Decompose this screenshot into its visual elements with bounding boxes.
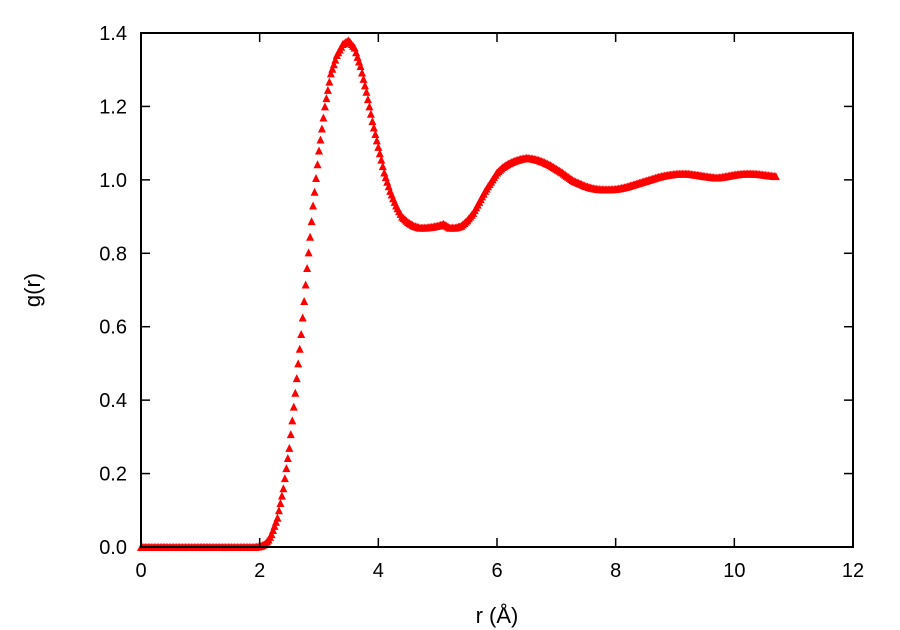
y-tick-label: 1.2 bbox=[99, 96, 127, 118]
data-point bbox=[286, 430, 295, 439]
data-point bbox=[316, 135, 325, 144]
x-tick-label: 10 bbox=[723, 560, 745, 582]
data-point bbox=[378, 162, 387, 171]
data-point bbox=[356, 62, 365, 71]
data-point bbox=[358, 68, 367, 77]
data-point bbox=[326, 69, 335, 78]
data-point bbox=[297, 330, 306, 339]
data-point bbox=[282, 464, 291, 473]
data-point bbox=[371, 129, 380, 138]
data-point bbox=[280, 474, 289, 483]
x-tick-label: 0 bbox=[135, 560, 146, 582]
data-point bbox=[291, 388, 300, 397]
y-tick-label: 1.4 bbox=[99, 23, 127, 45]
data-point bbox=[372, 136, 381, 145]
data-point bbox=[303, 263, 312, 272]
x-axis: 0 2 4 6 8 10 12 bbox=[135, 33, 864, 582]
y-axis-title: g(r) bbox=[20, 273, 45, 307]
y-tick-label: 1.0 bbox=[99, 170, 127, 192]
data-point bbox=[368, 117, 377, 126]
data-point bbox=[306, 232, 315, 241]
y-tick-label: 0.2 bbox=[99, 464, 127, 486]
data-point bbox=[307, 217, 316, 226]
data-point bbox=[328, 64, 337, 73]
data-point bbox=[319, 113, 328, 122]
x-tick-label: 8 bbox=[610, 560, 621, 582]
y-tick-label: 0.8 bbox=[99, 243, 127, 265]
data-point bbox=[283, 453, 292, 462]
y-tick-label: 0.4 bbox=[99, 390, 127, 412]
data-point bbox=[279, 484, 288, 493]
data-point bbox=[301, 280, 310, 289]
data-point bbox=[289, 402, 298, 411]
data-point bbox=[315, 146, 323, 155]
data-point bbox=[298, 313, 307, 322]
data-point bbox=[310, 187, 319, 196]
data-point bbox=[288, 416, 297, 425]
data-point bbox=[363, 95, 372, 104]
data-point bbox=[294, 359, 303, 368]
data-point bbox=[270, 521, 279, 530]
x-tick-label: 12 bbox=[842, 560, 864, 582]
x-tick-label: 2 bbox=[254, 560, 265, 582]
data-point bbox=[360, 81, 369, 90]
data-point bbox=[377, 155, 386, 164]
y-tick-label: 0.6 bbox=[99, 317, 127, 339]
y-tick-label: 0.0 bbox=[99, 537, 127, 559]
data-points bbox=[137, 36, 780, 551]
data-point bbox=[365, 102, 374, 111]
data-point bbox=[374, 142, 383, 151]
data-point bbox=[295, 344, 304, 353]
data-point bbox=[285, 443, 294, 452]
data-point bbox=[312, 174, 321, 183]
data-point bbox=[269, 526, 278, 535]
data-point bbox=[267, 530, 276, 539]
x-axis-title: r (Å) bbox=[476, 603, 519, 628]
data-point bbox=[771, 172, 780, 181]
data-point bbox=[329, 60, 338, 69]
x-tick-label: 6 bbox=[491, 560, 502, 582]
x-tick-label: 4 bbox=[373, 560, 384, 582]
data-point bbox=[317, 124, 326, 133]
data-point bbox=[309, 201, 318, 210]
data-point bbox=[304, 248, 313, 257]
data-point bbox=[323, 85, 332, 94]
data-point bbox=[320, 102, 329, 111]
y-axis: 0.0 0.2 0.4 0.6 0.8 1.0 1.2 1.4 bbox=[99, 23, 853, 559]
data-point bbox=[366, 109, 375, 118]
plot-frame bbox=[140, 32, 854, 548]
data-point bbox=[273, 513, 282, 522]
data-point bbox=[331, 55, 340, 64]
data-point bbox=[271, 517, 280, 526]
data-point bbox=[369, 123, 378, 132]
data-point bbox=[277, 491, 286, 500]
data-point bbox=[313, 160, 322, 169]
data-point bbox=[362, 87, 371, 96]
data-point bbox=[274, 506, 283, 515]
data-point bbox=[375, 149, 384, 158]
data-point bbox=[300, 297, 309, 306]
data-point bbox=[359, 74, 368, 83]
data-point bbox=[322, 94, 331, 103]
data-point bbox=[292, 374, 301, 383]
data-point bbox=[276, 498, 285, 507]
data-point bbox=[325, 77, 334, 86]
